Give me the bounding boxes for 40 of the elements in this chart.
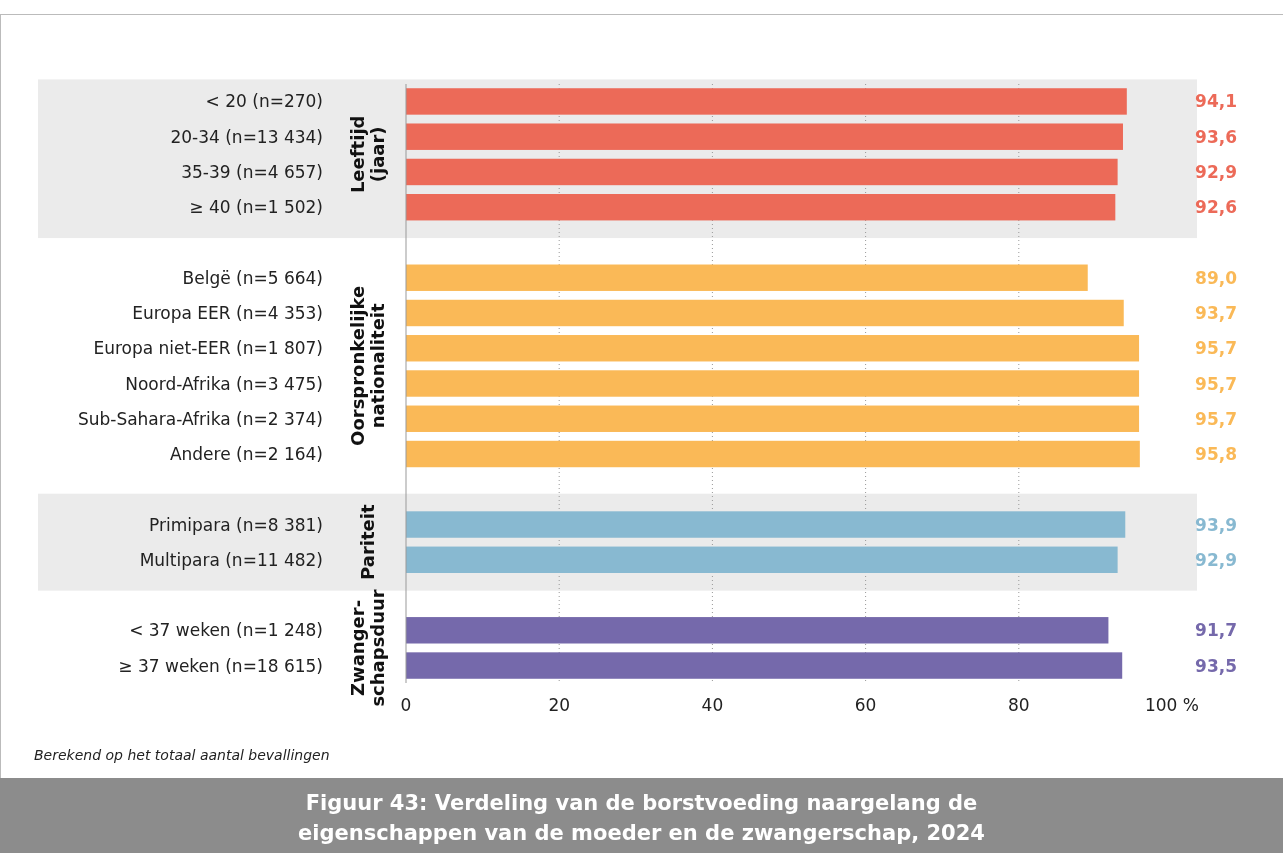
y-tick-label: Europa EER (n=4 353) bbox=[132, 302, 323, 323]
y-tick-label: ≥ 40 (n=1 502) bbox=[189, 197, 323, 218]
data-label: 93,6 bbox=[1195, 126, 1237, 147]
y-tick-label: Sub-Sahara-Afrika (n=2 374) bbox=[77, 408, 323, 429]
data-label: 92,9 bbox=[1195, 549, 1237, 570]
x-tick-label: 0 bbox=[400, 695, 412, 715]
y-tick-label: < 20 (n=270) bbox=[205, 91, 323, 112]
y-tick-label: ≥ 37 weken (n=18 615) bbox=[118, 655, 323, 676]
y-tick-label: Multipara (n=11 482) bbox=[139, 549, 323, 570]
data-label: 95,8 bbox=[1195, 444, 1237, 465]
data-label: 93,9 bbox=[1195, 514, 1237, 535]
data-label: 95,7 bbox=[1195, 338, 1237, 359]
data-label: 94,1 bbox=[1195, 91, 1237, 112]
y-tick-label: 20-34 (n=13 434) bbox=[170, 126, 323, 147]
text: Berekend op het totaal aantal bevallingen bbox=[34, 747, 330, 763]
data-label: 95,7 bbox=[1195, 373, 1237, 394]
text: Oorspronkelijke nationaliteit bbox=[347, 285, 388, 446]
y-tick-label: < 37 weken (n=1 248) bbox=[129, 620, 323, 641]
x-tick-label: 80 bbox=[1007, 695, 1030, 715]
x-tick-label: 20 bbox=[548, 695, 571, 715]
data-label: 93,5 bbox=[1195, 655, 1237, 676]
x-tick-label: 40 bbox=[701, 695, 724, 715]
x-tick-label: 100 % bbox=[1144, 695, 1200, 715]
data-label: 89,0 bbox=[1195, 267, 1238, 288]
text: Zwanger- schapsduur bbox=[347, 589, 388, 707]
y-tick-label: Noord-Afrika (n=3 475) bbox=[125, 373, 323, 394]
data-label: 93,7 bbox=[1195, 302, 1237, 323]
data-label: 91,7 bbox=[1195, 620, 1237, 641]
text: Figuur 43: Verdeling van de borstvoeding naargelang de eigenschappen van de moeder en de zwangerschap, 2024 bbox=[298, 791, 985, 845]
text: Pariteit bbox=[357, 504, 378, 580]
y-tick-label: Andere (n=2 164) bbox=[169, 444, 323, 465]
data-label: 92,9 bbox=[1195, 161, 1237, 182]
y-tick-label: Primipara (n=8 381) bbox=[149, 514, 323, 535]
y-tick-label: Belgë (n=5 664) bbox=[182, 267, 323, 288]
x-tick-label: 60 bbox=[854, 695, 877, 715]
data-label: 92,6 bbox=[1195, 197, 1237, 218]
text: Leeftijd (jaar) bbox=[347, 115, 388, 194]
data-label: 95,7 bbox=[1195, 408, 1237, 429]
y-tick-label: 35-39 (n=4 657) bbox=[181, 161, 323, 182]
y-tick-label: Europa niet-EER (n=1 807) bbox=[93, 338, 323, 359]
